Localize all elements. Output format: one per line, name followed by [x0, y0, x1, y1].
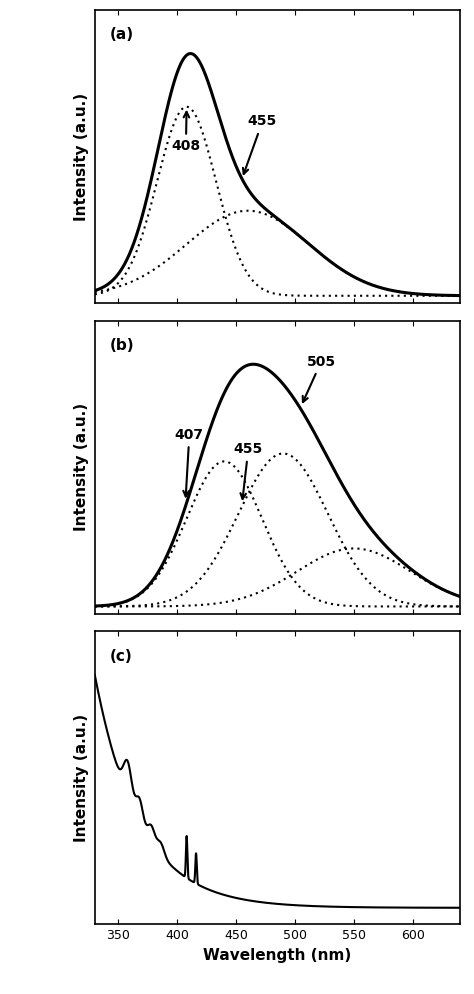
Text: 407: 407 [175, 427, 204, 496]
Text: 408: 408 [171, 112, 201, 153]
Y-axis label: Intensity (a.u.): Intensity (a.u.) [74, 714, 89, 842]
Y-axis label: Intensity (a.u.): Intensity (a.u.) [74, 404, 89, 531]
Text: 455: 455 [243, 114, 277, 174]
X-axis label: Wavelength (nm): Wavelength (nm) [203, 948, 351, 963]
Y-axis label: Intensity (a.u.): Intensity (a.u.) [74, 92, 89, 221]
Text: (b): (b) [109, 338, 134, 353]
Text: (c): (c) [109, 649, 132, 664]
Text: (a): (a) [109, 27, 134, 43]
Text: 455: 455 [234, 442, 263, 499]
Text: 505: 505 [303, 355, 336, 402]
